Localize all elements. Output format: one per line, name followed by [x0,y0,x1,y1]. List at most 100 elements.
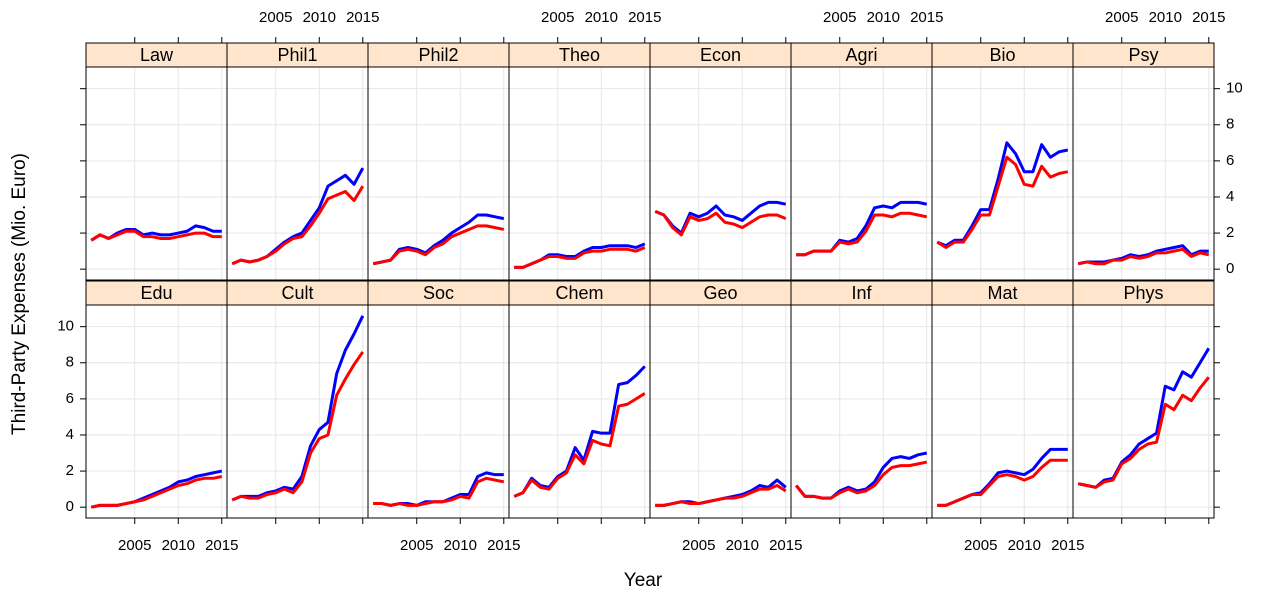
strip-title: Phys [1123,283,1163,303]
strip-title: Agri [845,45,877,65]
strip [226,42,369,68]
strip [1072,280,1215,306]
x-tick-label: 2015 [487,537,520,554]
panel-border [1072,66,1215,281]
strip-title: Inf [851,283,872,303]
x-tick-label: 2015 [628,9,661,26]
panel-border [790,66,933,281]
y-axis-title: Third-Party Expenses (Mio. Euro) [9,153,30,435]
x-tick-label: 2015 [1051,537,1084,554]
series-line [1077,347,1211,489]
strip [85,280,228,306]
series-line [655,484,787,507]
x-tick-label: 2015 [346,9,379,26]
strip-title: Law [140,45,174,65]
y-tick-label: 10 [57,318,74,335]
y-tick-label: 8 [1226,116,1234,133]
panel-border [508,66,651,281]
series-line [937,458,1068,507]
panel-border [649,66,792,281]
x-tick-label: 2010 [303,9,336,26]
x-axis-title: Year [624,570,663,591]
strip [649,42,792,68]
strip-title: Edu [140,283,172,303]
x-tick-label: 2005 [823,9,856,26]
series-line [514,246,646,269]
series-line [513,392,646,498]
x-tick-label: 2010 [585,9,618,26]
strip-title: Econ [700,45,741,65]
series-line [654,210,787,237]
y-tick-label: 4 [66,426,74,443]
y-tick-label: 8 [66,354,74,371]
strip [226,280,369,306]
x-tick-label: 2005 [541,9,574,26]
x-tick-label: 2005 [682,537,715,554]
x-tick-label: 2010 [1149,9,1182,26]
series-line [796,200,928,257]
x-tick-label: 2015 [205,537,238,554]
x-tick-label: 2005 [259,9,292,26]
panel-border [1072,304,1215,519]
strip [85,42,228,68]
strip [649,280,792,306]
series-line [372,224,505,266]
series-line [936,141,1069,248]
x-tick-label: 2015 [910,9,943,26]
series-line [90,229,222,242]
panel-border [226,66,369,281]
y-tick-label: 4 [1226,188,1234,205]
series-line [513,365,646,498]
x-tick-label: 2010 [162,537,195,554]
series-line [90,469,223,509]
series-line [231,315,365,502]
series-line [231,167,365,266]
panel-border [85,304,228,519]
x-tick-label: 2010 [1008,537,1041,554]
strip-title: Chem [555,283,603,303]
y-tick-label: 6 [66,390,74,407]
strip-title: Phil2 [418,45,458,65]
series-line [231,351,365,502]
y-tick-label: 6 [1226,152,1234,169]
panel-border [367,66,510,281]
series-line [373,476,505,507]
strip-title: Geo [703,283,737,303]
series-line [795,460,928,500]
strip-title: Cult [281,283,313,303]
series-line [796,211,928,257]
series-line [90,475,223,509]
series-line [231,185,365,266]
series-line [937,447,1068,507]
strip-title: Soc [423,283,454,303]
panel-border [508,304,651,519]
series-line [655,478,787,507]
strip [1072,42,1215,68]
y-tick-label: 10 [1226,80,1243,97]
panel-border [931,304,1074,519]
x-tick-label: 2010 [867,9,900,26]
strip-title: Theo [559,45,600,65]
strip-title: Psy [1128,45,1158,65]
strip [508,280,651,306]
x-tick-label: 2010 [726,537,759,554]
y-tick-label: 0 [1226,260,1234,277]
x-tick-label: 2010 [444,537,477,554]
x-tick-label: 2005 [400,537,433,554]
x-tick-label: 2005 [118,537,151,554]
series-line [1077,247,1210,266]
panel-border [367,304,510,519]
series-line [1077,244,1209,266]
y-tick-label: 0 [66,498,74,515]
strip-title: Phil1 [277,45,317,65]
strip [508,42,651,68]
panel-border [790,304,933,519]
x-tick-label: 2005 [964,537,997,554]
x-tick-label: 2005 [1105,9,1138,26]
y-tick-label: 2 [66,462,74,479]
series-line [936,155,1069,250]
strip-title: Bio [989,45,1015,65]
series-line [1077,376,1210,489]
